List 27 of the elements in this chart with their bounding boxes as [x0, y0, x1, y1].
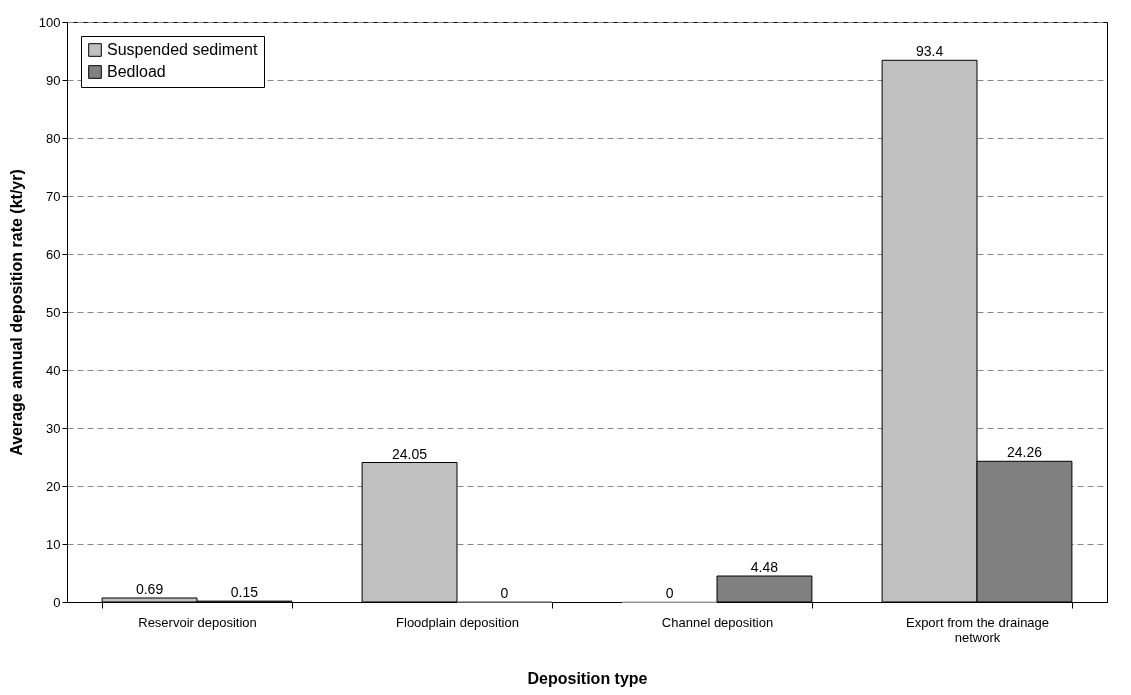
- y-axis-title: Average annual deposition rate (kt/yr): [7, 169, 25, 456]
- data-label: 0.15: [230, 584, 259, 601]
- x-tick-label: Export from the drainage network: [905, 614, 1050, 645]
- y-tick-label: 80: [46, 130, 61, 146]
- y-tick-label: 10: [46, 536, 61, 552]
- y-tick-label: 50: [46, 304, 61, 320]
- legend-label: Bedload: [107, 63, 166, 80]
- y-tick-label: 40: [46, 362, 61, 378]
- x-tick-label: Floodplain deposition: [396, 614, 519, 630]
- x-axis-title: Deposition type: [527, 669, 648, 687]
- legend-label: Suspended sediment: [107, 41, 258, 58]
- data-label: 24.05: [392, 445, 428, 462]
- x-tick-label: Reservoir deposition: [138, 614, 257, 630]
- y-tick-label: 30: [46, 420, 61, 436]
- data-label: 0: [665, 585, 674, 601]
- data-label: 24.26: [1006, 444, 1043, 461]
- y-tick-label: 70: [46, 188, 61, 204]
- x-tick-label: Channel deposition: [661, 614, 774, 630]
- data-label: 93.4: [915, 43, 944, 60]
- y-tick-label: 60: [46, 246, 61, 262]
- y-tick-label: 0: [53, 594, 61, 610]
- y-tick-label: 100: [38, 14, 61, 30]
- data-label: 0: [500, 585, 509, 601]
- data-label: 0.69: [135, 581, 164, 597]
- y-tick-label: 20: [46, 478, 61, 494]
- y-tick-label: 90: [46, 72, 61, 88]
- data-label: 4.48: [750, 559, 779, 576]
